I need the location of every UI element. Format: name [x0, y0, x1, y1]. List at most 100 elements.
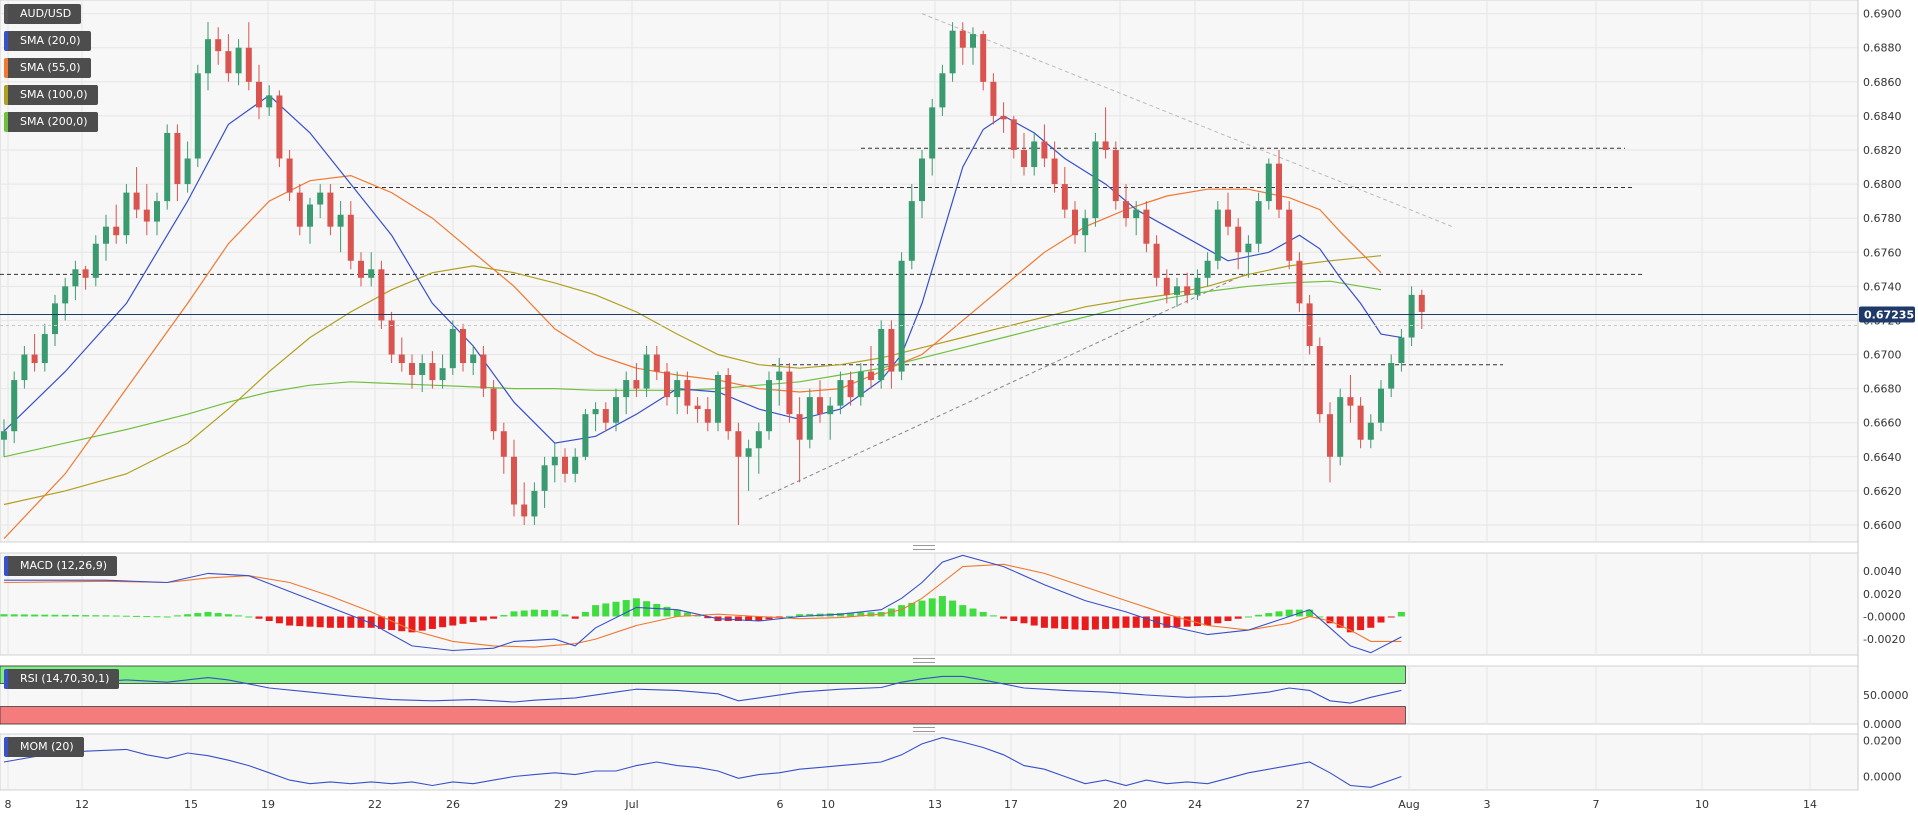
candle-body [970, 34, 976, 48]
macd-histogram-bar [653, 604, 661, 617]
candle-body [1102, 141, 1109, 150]
price-axis-label: 0.6780 [1863, 212, 1902, 225]
macd-histogram-bar [306, 616, 314, 627]
macd-histogram-bar [1397, 611, 1405, 617]
candle-body [1174, 286, 1180, 295]
sma100-legend[interactable]: SMA (100,0) [4, 85, 98, 105]
macd-histogram-bar [775, 616, 783, 618]
macd-histogram-bar [61, 614, 69, 617]
macd-histogram-bar [1040, 616, 1048, 628]
macd-histogram-bar [1387, 616, 1395, 618]
pane-resize-handle-mom[interactable] [913, 727, 935, 732]
candle-body [205, 39, 211, 74]
price-axis-label: 0.6680 [1863, 383, 1902, 396]
date-tick-label: 24 [1188, 798, 1202, 811]
macd-histogram-bar [418, 616, 426, 631]
candle-body [143, 209, 150, 222]
macd-histogram-bar [704, 616, 712, 619]
candle-body [1367, 422, 1374, 440]
candle-body [551, 456, 558, 466]
candle-body [847, 380, 854, 398]
candle-body [1306, 303, 1313, 346]
candle-body [623, 380, 630, 398]
candle-body [235, 47, 242, 74]
candle-body [317, 192, 324, 205]
macd-histogram-bar [0, 614, 8, 617]
macd-histogram-bar [1020, 616, 1028, 624]
macd-histogram-bar [520, 610, 528, 617]
macd-histogram-bar [337, 616, 345, 628]
trendline [758, 272, 1249, 500]
date-tick-label: 29 [554, 798, 568, 811]
price-axis-label: 0.6620 [1863, 485, 1902, 498]
candle-body [643, 354, 650, 389]
macd-histogram-bar [1071, 616, 1079, 630]
macd-histogram-bar [367, 616, 375, 628]
macd-histogram-bar [551, 610, 559, 617]
macd-histogram-bar [173, 615, 181, 617]
pane-resize-handle-rsi[interactable] [913, 658, 935, 663]
macd-histogram-bar [194, 613, 202, 617]
macd-histogram-bar [765, 616, 773, 620]
candle-body [541, 465, 548, 491]
macd-histogram-bar [163, 616, 171, 618]
macd-histogram-bar [663, 606, 671, 617]
sma55-legend[interactable]: SMA (55,0) [4, 58, 91, 78]
mom-axis-label: 0.0200 [1863, 734, 1902, 747]
sma20-legend[interactable]: SMA (20,0) [4, 31, 91, 51]
macd-histogram-bar [1102, 616, 1110, 629]
candle-body [307, 204, 313, 227]
date-tick-label: 13 [928, 798, 942, 811]
price-axis-label: 0.6800 [1863, 178, 1902, 191]
macd-histogram-bar [255, 616, 263, 619]
candle-body [959, 30, 966, 48]
macd-histogram-bar [571, 616, 579, 619]
macd-legend[interactable]: MACD (12,26,9) [4, 556, 118, 576]
macd-histogram-bar [1367, 616, 1375, 628]
macd-histogram-bar [847, 612, 855, 617]
macd-histogram-bar [1255, 614, 1263, 617]
price-axis-label: 0.6700 [1863, 349, 1902, 362]
rsi-axis-label: 0.0000 [1863, 718, 1902, 731]
candle-body [1327, 414, 1333, 457]
candle-body [990, 81, 997, 116]
candle-body [572, 456, 579, 474]
macd-axis-label: 0.0040 [1863, 565, 1902, 578]
candle-body [1357, 405, 1364, 440]
candle-body [225, 51, 232, 74]
macd-histogram-bar [143, 616, 151, 618]
macd-histogram-bar [734, 616, 742, 621]
macd-histogram-bar [1010, 616, 1018, 621]
candle-body [378, 269, 385, 321]
rsi-legend[interactable]: RSI (14,70,30,1) [4, 669, 120, 689]
symbol-label[interactable]: AUD/USD [4, 4, 82, 24]
price-badge-label: 0.67235 [1864, 308, 1914, 321]
sma200-legend[interactable]: SMA (200,0) [4, 112, 98, 132]
mom-legend[interactable]: MOM (20) [4, 737, 84, 757]
macd-histogram-bar [102, 615, 110, 617]
candle-body [429, 363, 436, 381]
candle-body [1010, 119, 1017, 150]
candle-body [1204, 260, 1211, 278]
macd-histogram-bar [408, 616, 416, 633]
macd-histogram-bar [490, 616, 498, 619]
candle-body [133, 192, 140, 210]
macd-histogram-bar [20, 614, 28, 617]
candle-body [490, 388, 497, 432]
macd-axis-label: 0.0020 [1863, 588, 1902, 601]
candle-body [1184, 286, 1191, 295]
date-tick-label: 15 [184, 798, 198, 811]
macd-histogram-bar [592, 605, 600, 617]
candle-body [1316, 345, 1323, 415]
macd-histogram-bar [857, 612, 865, 617]
macd-histogram-bar [1183, 616, 1191, 627]
macd-histogram-bar [785, 615, 793, 617]
macd-histogram-bar [541, 609, 549, 617]
pane-resize-handle-macd[interactable] [913, 545, 935, 550]
candle-body [704, 409, 711, 423]
price-axis-label: 0.6640 [1863, 451, 1902, 464]
candle-body [337, 214, 344, 227]
candle-body [796, 414, 803, 440]
candle-body [1133, 209, 1140, 219]
